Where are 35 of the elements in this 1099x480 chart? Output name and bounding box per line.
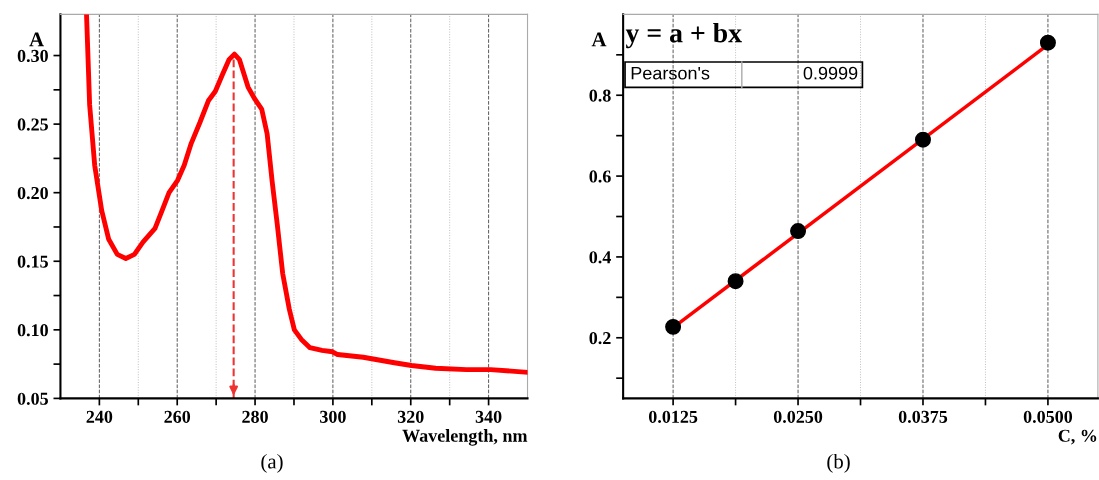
x-tick-label: 280: [242, 410, 268, 423]
point: [790, 223, 807, 240]
x-axis-title: C, %: [1058, 429, 1097, 445]
y-tick-label: 0.30: [17, 49, 48, 63]
x-tick-label: 0.0250: [773, 410, 823, 423]
y-tick-label: 0.05: [17, 392, 48, 405]
text: (b): [827, 453, 850, 473]
y-tick-label: 0.20: [17, 186, 48, 200]
x-tick-label: 260: [164, 410, 191, 423]
annotation: 0.9999: [803, 66, 858, 80]
y-tick-label: 0.2: [589, 332, 611, 345]
x-axis-title: Wavelength, nm: [402, 429, 528, 446]
x-tick-label: 320: [397, 410, 424, 423]
y-tick-label: 0.4: [589, 251, 611, 264]
point: [665, 318, 682, 335]
point: [1039, 34, 1056, 51]
y-tick-label: 0.8: [589, 89, 611, 102]
y-tick-label: 0.10: [17, 324, 48, 337]
annotation: y = a + bx: [625, 22, 742, 49]
line-series: [84, 14, 528, 375]
y-tick-label: 0.6: [589, 170, 611, 183]
point: [727, 273, 744, 290]
x-tick-label: 0.0375: [898, 410, 948, 423]
y-tick-label: 0.25: [17, 118, 48, 131]
y-axis-title: A: [29, 32, 44, 47]
point: [915, 131, 931, 148]
x-tick-label: 300: [320, 410, 346, 423]
y-axis-title: A: [591, 32, 607, 47]
annotation: Pearson's: [631, 66, 710, 80]
x-tick-label: 0.0500: [1023, 410, 1073, 423]
x-tick-label: 0.0125: [648, 410, 698, 423]
text: (a): [261, 453, 283, 473]
x-tick-label: 340: [475, 410, 502, 423]
x-tick-label: 240: [86, 410, 113, 423]
y-tick-label: 0.15: [17, 255, 48, 268]
